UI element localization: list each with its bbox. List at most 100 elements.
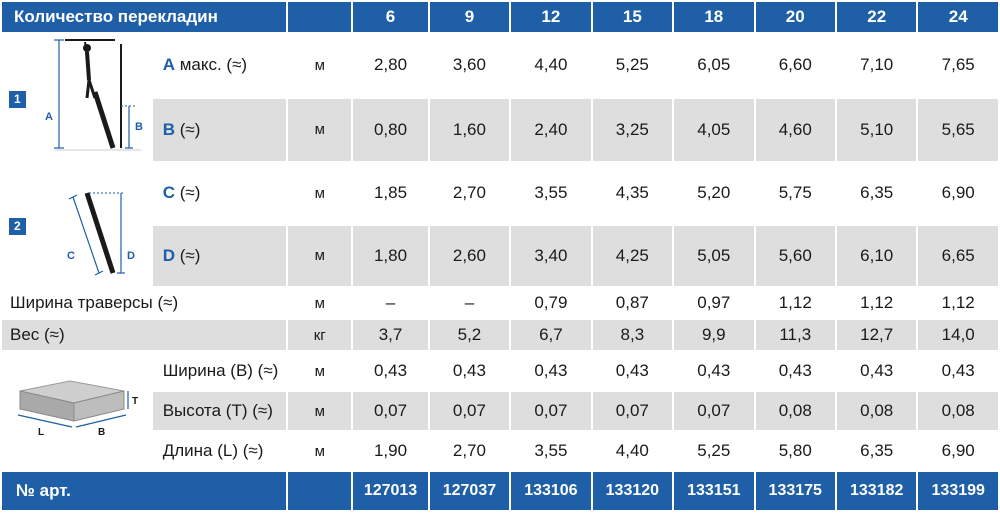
value-cell: 4,40 [509,32,593,99]
value-cell: 6,7 [509,318,593,352]
figure-label-t: T [132,396,138,407]
value-cell: 0,43 [834,350,919,392]
value-cell: 2,70 [427,161,512,226]
value-cell: 8,3 [590,318,675,352]
footer-title: № арт. [0,470,289,512]
value-cell: 1,80 [351,223,430,288]
value-cell: 5,80 [753,430,837,472]
value-cell: 4,60 [753,96,837,163]
table-row: Высота (T) (≈) м 0,07 0,07 0,07 0,07 0,0… [1,390,1000,432]
row-text: макс. (≈) [174,55,248,75]
row-letter: C [162,183,175,203]
value-cell: 5,25 [672,430,756,472]
header-col: 24 [916,0,1000,34]
value-cell: 7,10 [834,32,919,99]
row-letter: A [162,55,175,75]
value-cell: 12,7 [834,318,919,352]
footer-unit-cell [286,470,354,512]
unit-cell: м [286,286,354,320]
row-label: Ширина траверсы (≈) [0,286,289,320]
row-letter: B [162,119,175,139]
value-cell: 1,90 [351,430,430,472]
table-row: T L B Ширина (B) (≈) м 0,43 0,43 0,43 0,… [0,350,1000,472]
value-cell: 4,05 [672,96,756,163]
unit-cell: кг [286,318,354,352]
section-2-badge: 2 [8,217,26,235]
row-label: C (≈) [150,161,289,226]
table-row: D (≈) м 1,80 2,60 3,40 4,25 5,05 5,60 6,… [1,223,1000,288]
value-cell: 0,43 [590,350,675,392]
table-row: 2 C D C (≈) м 1,85 2,70 3,55 4,35 5,2 [0,161,1000,288]
value-cell: 0,80 [351,96,430,163]
header-col: 6 [351,0,430,34]
unit-cell: м [286,96,354,163]
article-number: 127013 [351,470,430,512]
value-cell: 3,55 [509,430,593,472]
value-cell: 0,08 [916,390,1000,432]
value-cell: 6,60 [753,32,837,99]
ladder-dimensions-icon: C D [67,192,135,276]
header-col: 9 [427,0,512,34]
value-cell: 1,12 [753,286,837,320]
value-cell: 3,60 [427,32,512,99]
unit-cell: м [286,430,354,472]
row-letter: D [162,245,175,265]
package-box-icon: T L B [18,379,138,438]
header-col: 18 [672,0,756,34]
standalone-ladder-figure: C D [32,161,153,288]
table-row: B (≈) м 0,80 1,60 2,40 3,25 4,05 4,60 5,… [1,96,1000,163]
row-label: A макс. (≈) [150,32,289,99]
value-cell: 4,40 [590,430,675,472]
article-number: 133182 [834,470,919,512]
row-label: Вес (≈) [0,318,289,352]
value-cell: 11,3 [753,318,837,352]
unit-cell: м [286,223,354,288]
value-cell: 2,80 [351,32,430,99]
value-cell: 0,43 [351,350,430,392]
package-figure: T L B [0,350,153,472]
leaning-ladder-figure: A B [32,32,153,163]
value-cell: – [351,286,430,320]
article-number: 133106 [509,470,593,512]
value-cell: 3,40 [509,223,593,288]
value-cell: 0,43 [672,350,756,392]
value-cell: 3,55 [509,161,593,226]
article-number-row: № арт. 127013 127037 133106 133120 13315… [0,470,1000,512]
value-cell: 5,05 [672,223,756,288]
value-cell: 5,25 [590,32,675,99]
row-label: Длина (L) (≈) [150,430,289,472]
value-cell: 2,60 [427,223,512,288]
value-cell: 0,97 [672,286,756,320]
header-row: Количество перекладин 6 9 12 15 18 20 22… [0,0,1000,34]
value-cell: 0,43 [509,350,593,392]
value-cell: 5,10 [834,96,919,163]
value-cell: 9,9 [672,318,756,352]
value-cell: 0,08 [753,390,837,432]
value-cell: 2,40 [509,96,593,163]
figure-label-b: B [135,121,143,133]
value-cell: 0,07 [351,390,430,432]
value-cell: 6,65 [916,223,1000,288]
table-row: Ширина траверсы (≈) м – – 0,79 0,87 0,97… [0,286,1000,320]
section-1-badge: 1 [8,90,26,108]
row-text: (≈) [174,245,201,265]
row-text: (≈) [174,119,201,139]
value-cell: 4,25 [590,223,675,288]
row-label: D (≈) [150,223,289,288]
value-cell: 6,35 [834,161,919,226]
value-cell: 1,85 [351,161,430,226]
header-col: 12 [509,0,593,34]
unit-cell: м [286,161,354,226]
value-cell: 5,2 [427,318,512,352]
value-cell: 0,08 [834,390,919,432]
table-row: Вес (≈) кг 3,7 5,2 6,7 8,3 9,9 11,3 12,7… [0,318,1000,352]
header-col: 15 [590,0,675,34]
header-title: Количество перекладин [0,0,289,34]
value-cell: 5,75 [753,161,837,226]
article-number: 127037 [427,470,512,512]
value-cell: 0,07 [590,390,675,432]
section-1-badge-cell: 1 [0,32,35,163]
value-cell: 1,60 [427,96,512,163]
value-cell: 0,43 [753,350,837,392]
